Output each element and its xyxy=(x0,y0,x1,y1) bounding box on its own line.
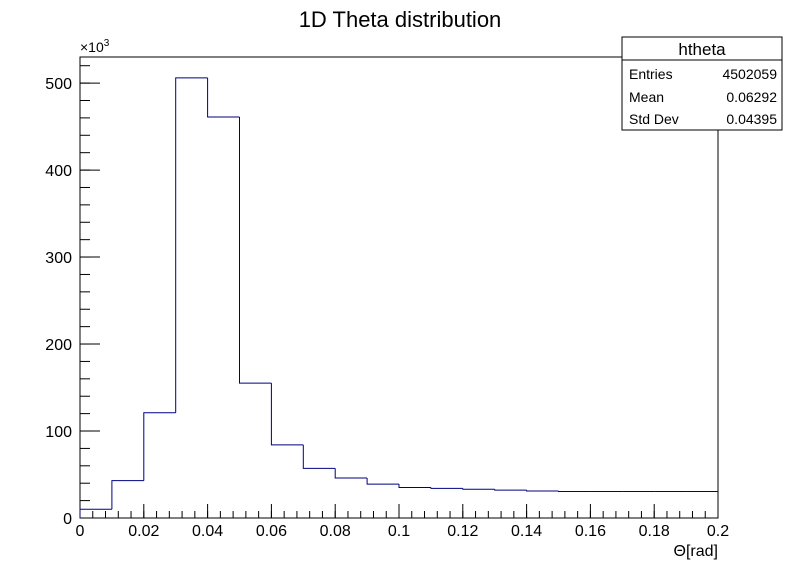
stats-mean-value: 0.06292 xyxy=(726,89,777,105)
x-tick-label: 0.2 xyxy=(707,523,729,540)
histogram-bin xyxy=(79,508,112,518)
x-tick-label: 0.1 xyxy=(388,523,410,540)
y-tick-label: 300 xyxy=(45,250,72,267)
stats-box: htheta Entries 4502059 Mean 0.06292 Std … xyxy=(621,36,783,131)
y-tick-label: 500 xyxy=(45,76,72,93)
stats-mean-label: Mean xyxy=(629,89,664,105)
y-tick-label: 400 xyxy=(45,163,72,180)
y-tick-label: 0 xyxy=(63,511,72,528)
x-axis: 0 0.02 0.04 0.06 0.08 0.1 0.12 0.14 0.16 0.18 0.2 xyxy=(76,504,729,540)
y-axis: 0 100 200 300 400 500 xyxy=(45,65,100,528)
x-tick-label: 0.12 xyxy=(447,523,478,540)
stats-stddev-value: 0.04395 xyxy=(726,111,777,127)
histogram-bin xyxy=(462,488,495,490)
histogram-bin xyxy=(143,412,176,481)
histogram-bin xyxy=(526,490,559,492)
histogram-bin xyxy=(270,383,304,446)
x-tick-label: 0.14 xyxy=(511,523,542,540)
y-tick-label: 100 xyxy=(45,424,72,441)
stats-entries-value: 4502059 xyxy=(722,66,777,82)
histogram-bin xyxy=(494,489,527,491)
histogram-series xyxy=(79,77,718,518)
histogram-bin xyxy=(302,444,336,469)
y-multiplier-label: ×103 xyxy=(80,38,110,55)
histogram-bin xyxy=(207,77,240,118)
stats-box-frame xyxy=(621,36,783,131)
histogram-bin xyxy=(398,484,431,489)
y-multiplier-base: ×10 xyxy=(80,39,104,55)
histogram-bin xyxy=(239,117,272,384)
y-multiplier-exponent: 3 xyxy=(104,38,110,49)
x-tick-label: 0.06 xyxy=(256,523,287,540)
x-tick-label: 0.02 xyxy=(128,523,159,540)
x-tick-label: 0.08 xyxy=(320,523,351,540)
histogram-bin xyxy=(366,477,399,485)
stats-stddev-label: Std Dev xyxy=(629,111,679,127)
x-axis-label: Θ[rad] xyxy=(674,543,718,560)
x-tick-label: 0.04 xyxy=(192,523,223,540)
x-tick-label: 0 xyxy=(76,523,85,540)
chart-title: 1D Theta distribution xyxy=(299,7,502,32)
histogram-bin xyxy=(111,480,144,510)
stats-entries-label: Entries xyxy=(629,66,673,82)
y-tick-label: 200 xyxy=(45,337,72,354)
histogram-bin xyxy=(334,468,368,479)
histogram-bin xyxy=(430,487,463,489)
histogram-bin xyxy=(175,77,208,413)
stats-box-title: htheta xyxy=(678,40,726,59)
x-tick-label: 0.18 xyxy=(639,523,670,540)
x-tick-label: 0.16 xyxy=(575,523,606,540)
